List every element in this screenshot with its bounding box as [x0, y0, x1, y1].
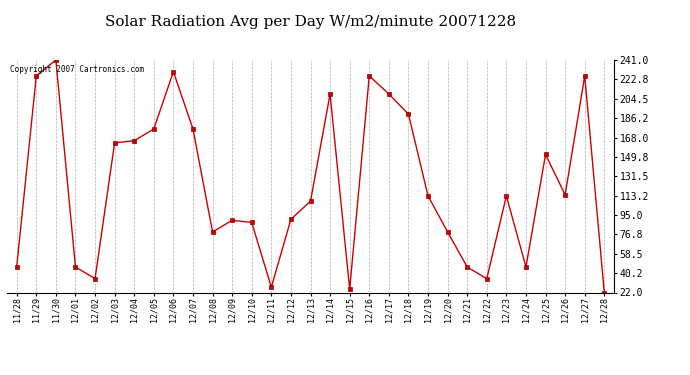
Text: Copyright 2007 Cartronics.com: Copyright 2007 Cartronics.com	[10, 64, 144, 74]
Text: Solar Radiation Avg per Day W/m2/minute 20071228: Solar Radiation Avg per Day W/m2/minute …	[105, 15, 516, 29]
